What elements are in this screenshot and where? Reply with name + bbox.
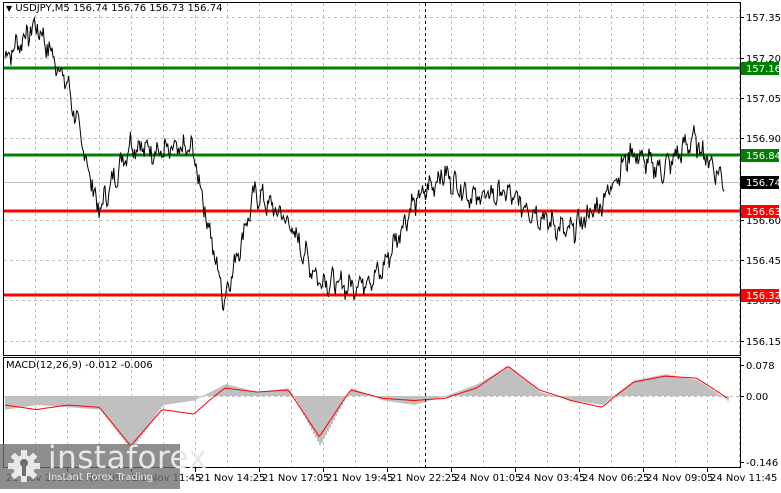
ohlc-values: 156.74 156.76 156.73 156.74 [72, 3, 223, 14]
chart-title: ▼ USDJPY,M5 156.74 156.76 156.73 156.74 [6, 3, 222, 14]
main-pane[interactable] [3, 2, 741, 356]
macd-axis: 0.078 0.00 -0.146 [740, 361, 778, 469]
svg-text:21 Nov 14:25: 21 Nov 14:25 [198, 473, 265, 484]
price-line [4, 16, 725, 311]
svg-text:24 Nov 11:45: 24 Nov 11:45 [710, 473, 777, 484]
svg-text:21 Nov 22:25: 21 Nov 22:25 [390, 473, 457, 484]
svg-text:156.45: 156.45 [746, 256, 781, 267]
svg-text:157.05: 157.05 [746, 94, 781, 105]
svg-text:21 Nov 17:05: 21 Nov 17:05 [262, 473, 329, 484]
svg-text:157.16: 157.16 [746, 64, 781, 75]
watermark-tagline: Instant Forex Trading [48, 472, 154, 483]
grid-lines [4, 3, 740, 467]
instaforex-watermark: instaforex Instant Forex Trading [0, 440, 207, 489]
svg-text:156.63: 156.63 [746, 207, 781, 218]
svg-text:0.078: 0.078 [746, 361, 775, 372]
svg-text:21 Nov 19:45: 21 Nov 19:45 [326, 473, 393, 484]
gear-logo-icon [8, 450, 40, 482]
svg-text:24 Nov 01:05: 24 Nov 01:05 [454, 473, 521, 484]
svg-text:157.35: 157.35 [746, 13, 781, 24]
svg-text:0.00: 0.00 [746, 392, 768, 403]
price-levels [4, 66, 740, 297]
svg-text:24 Nov 09:05: 24 Nov 09:05 [646, 473, 713, 484]
svg-text:24 Nov 06:25: 24 Nov 06:25 [582, 473, 649, 484]
svg-text:156.60: 156.60 [746, 216, 781, 227]
svg-text:-0.146: -0.146 [746, 458, 778, 469]
svg-text:156.90: 156.90 [746, 134, 781, 145]
svg-text:156.15: 156.15 [746, 337, 781, 348]
macd-signal-line [4, 366, 728, 447]
watermark-brand: instaforex [48, 440, 208, 476]
macd-label: MACD(12,26,9) -0.012 -0.006 [6, 360, 153, 371]
svg-text:156.84: 156.84 [746, 151, 781, 162]
price-axis: 157.35 157.20 157.05 156.90 156.60 156.45 156.… [740, 13, 781, 348]
svg-text:156.74: 156.74 [746, 178, 781, 189]
svg-text:24 Nov 03:45: 24 Nov 03:45 [518, 473, 585, 484]
svg-text:157.20: 157.20 [746, 54, 781, 65]
dropdown-triangle-icon[interactable]: ▼ [6, 4, 13, 13]
symbol-label: USDJPY,M5 [15, 3, 70, 14]
svg-text:156.32: 156.32 [746, 291, 781, 302]
